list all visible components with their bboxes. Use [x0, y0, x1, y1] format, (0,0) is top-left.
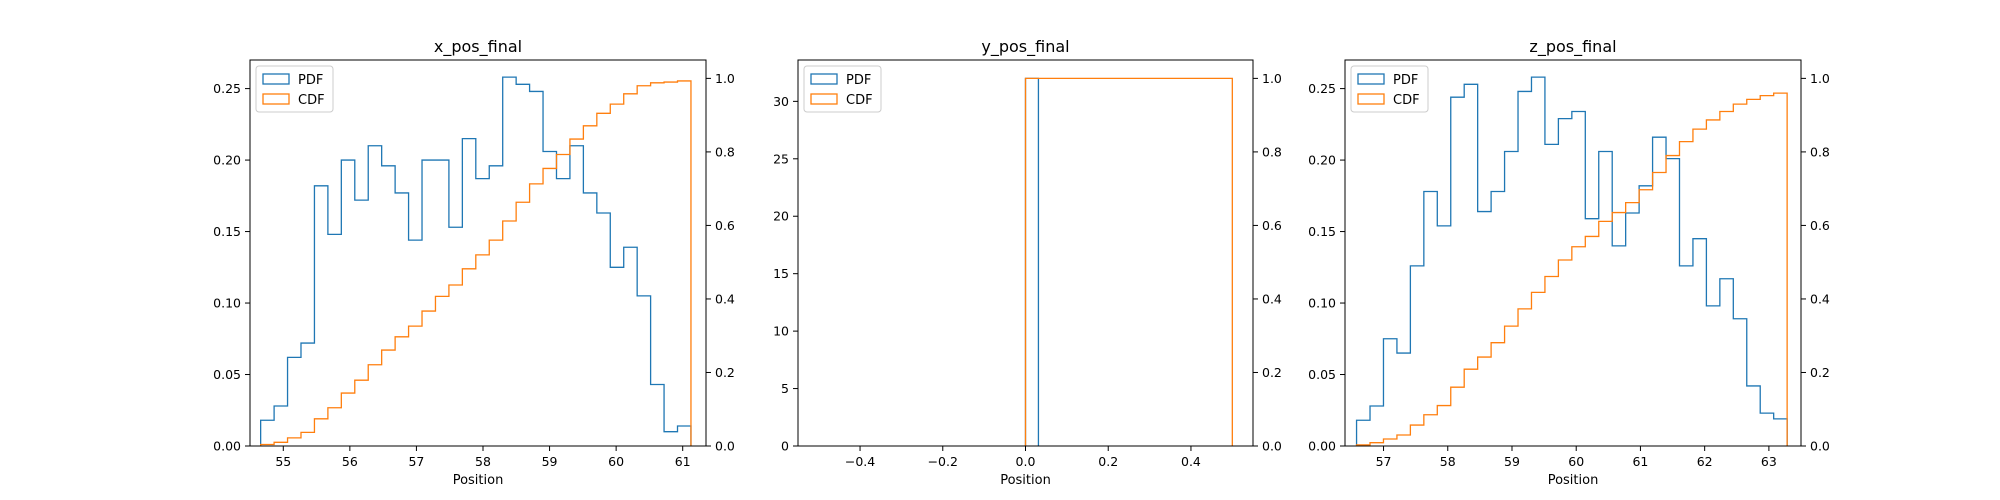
legend-swatch-cdf [262, 93, 290, 105]
y-right-tick-label: 0.0 [715, 439, 735, 454]
y-left-tick-label: 0.15 [1308, 224, 1336, 239]
y-right-tick-label: 0.2 [715, 365, 735, 380]
series-cdf-step-line [260, 80, 692, 446]
y-right-tick-label: 0.0 [1262, 439, 1282, 454]
x-tick-label: 0.2 [1098, 454, 1118, 469]
legend-label-pdf: PDF [298, 73, 323, 88]
y-left-tick-label: 0.20 [1308, 153, 1336, 168]
legend-swatch-pdf [1357, 73, 1385, 85]
y-left-tick-label: 0.10 [213, 296, 241, 311]
y-right-tick-label: 0.6 [715, 218, 735, 233]
y-right-tick-label: 1.0 [715, 71, 735, 86]
legend-box [1350, 65, 1429, 113]
x-axis-label: Position [453, 473, 504, 488]
x-tick-label: −0.4 [845, 454, 875, 469]
axes-frame [1344, 59, 1802, 447]
x-tick-label: −0.2 [928, 454, 958, 469]
y-left-tick-label: 15 [773, 266, 789, 281]
series-pdf-step-line [1355, 76, 1788, 446]
y-right-tick-label: 0.4 [1262, 291, 1282, 306]
legend-label-pdf: PDF [846, 73, 871, 88]
y-left-tick-label: 10 [773, 324, 789, 339]
y-left-tick-label: 0.05 [213, 367, 241, 382]
axes-frame [249, 59, 707, 447]
x-tick-label: 63 [1761, 454, 1777, 469]
y-left-tick-label: 25 [773, 151, 789, 166]
legend-label-cdf: CDF [298, 93, 325, 108]
y-left-tick-label: 20 [773, 209, 789, 224]
x-tick-label: 0.4 [1181, 454, 1201, 469]
subplot-3: 57 58 59 60 61 62 63 0.00 0.05 0.10 0.15 0.20 0.25 0.… [1308, 37, 1830, 488]
legend-box [255, 65, 334, 113]
y-left-tick-label: 0.10 [1308, 296, 1336, 311]
x-tick-label: 57 [408, 454, 424, 469]
x-tick-label: 61 [675, 454, 691, 469]
series-cdf-step-line [1355, 92, 1788, 446]
y-right-tick-label: 0.6 [1810, 218, 1830, 233]
subplot-1: 55 56 57 58 59 60 61 0.00 0.05 0.10 0.15 0.20 0.25 0.… [213, 37, 735, 488]
y-left-tick-label: 0.00 [1308, 439, 1336, 454]
legend-swatch-cdf [810, 93, 838, 105]
legend-swatch-pdf [262, 73, 290, 85]
y-right-tick-label: 0.0 [1810, 439, 1830, 454]
y-right-tick-label: 0.4 [1810, 291, 1830, 306]
x-tick-label: 58 [1440, 454, 1456, 469]
legend-label-cdf: CDF [846, 93, 873, 108]
y-left-tick-label: 0 [781, 439, 789, 454]
x-tick-label: 57 [1376, 454, 1392, 469]
chart-title: y_pos_final [981, 37, 1069, 57]
y-left-tick-label: 0.00 [213, 439, 241, 454]
series-cdf-step-line [1024, 77, 1233, 446]
y-left-tick-label: 0.20 [213, 153, 241, 168]
y-left-tick-label: 30 [773, 94, 789, 109]
x-axis-label: Position [1548, 473, 1599, 488]
y-right-tick-label: 1.0 [1262, 71, 1282, 86]
x-tick-label: 60 [608, 454, 624, 469]
legend-label-pdf: PDF [1393, 73, 1418, 88]
x-axis-label: Position [1000, 473, 1051, 488]
legend-swatch-pdf [810, 73, 838, 85]
chart-title: x_pos_final [434, 37, 522, 57]
y-right-tick-label: 0.8 [1810, 144, 1830, 159]
legend-swatch-cdf [1357, 93, 1385, 105]
y-left-tick-label: 0.25 [1308, 81, 1336, 96]
legend: PDF CDF [255, 65, 334, 113]
x-tick-label: 55 [275, 454, 291, 469]
y-right-tick-label: 0.2 [1810, 365, 1830, 380]
x-tick-label: 60 [1568, 454, 1584, 469]
x-tick-label: 59 [1504, 454, 1520, 469]
legend: PDF CDF [803, 65, 882, 113]
chart-title: z_pos_final [1529, 37, 1616, 57]
x-tick-label: 61 [1632, 454, 1648, 469]
y-left-tick-label: 5 [781, 381, 789, 396]
subplot-2: −0.4 −0.2 0.0 0.2 0.4 0 5 10 15 20 25 30 0.0 0.2 0.4 0.… [773, 37, 1282, 488]
y-left-tick-label: 0.25 [213, 81, 241, 96]
legend-label-cdf: CDF [1393, 93, 1420, 108]
y-right-tick-label: 0.6 [1262, 218, 1282, 233]
y-right-tick-label: 0.2 [1262, 365, 1282, 380]
x-tick-label: 59 [542, 454, 558, 469]
series-pdf-step-line [260, 76, 692, 446]
y-right-tick-label: 0.8 [715, 144, 735, 159]
x-tick-label: 56 [342, 454, 358, 469]
y-left-tick-label: 0.05 [1308, 367, 1336, 382]
y-right-tick-label: 0.8 [1262, 144, 1282, 159]
y-right-tick-label: 0.4 [715, 291, 735, 306]
y-right-tick-label: 1.0 [1810, 71, 1830, 86]
x-tick-label: 0.0 [1016, 454, 1036, 469]
x-tick-label: 62 [1697, 454, 1713, 469]
legend: PDF CDF [1350, 65, 1429, 113]
x-tick-label: 58 [475, 454, 491, 469]
y-left-tick-label: 0.15 [213, 224, 241, 239]
legend-box [803, 65, 882, 113]
series-pdf-step-line [1024, 77, 1040, 446]
